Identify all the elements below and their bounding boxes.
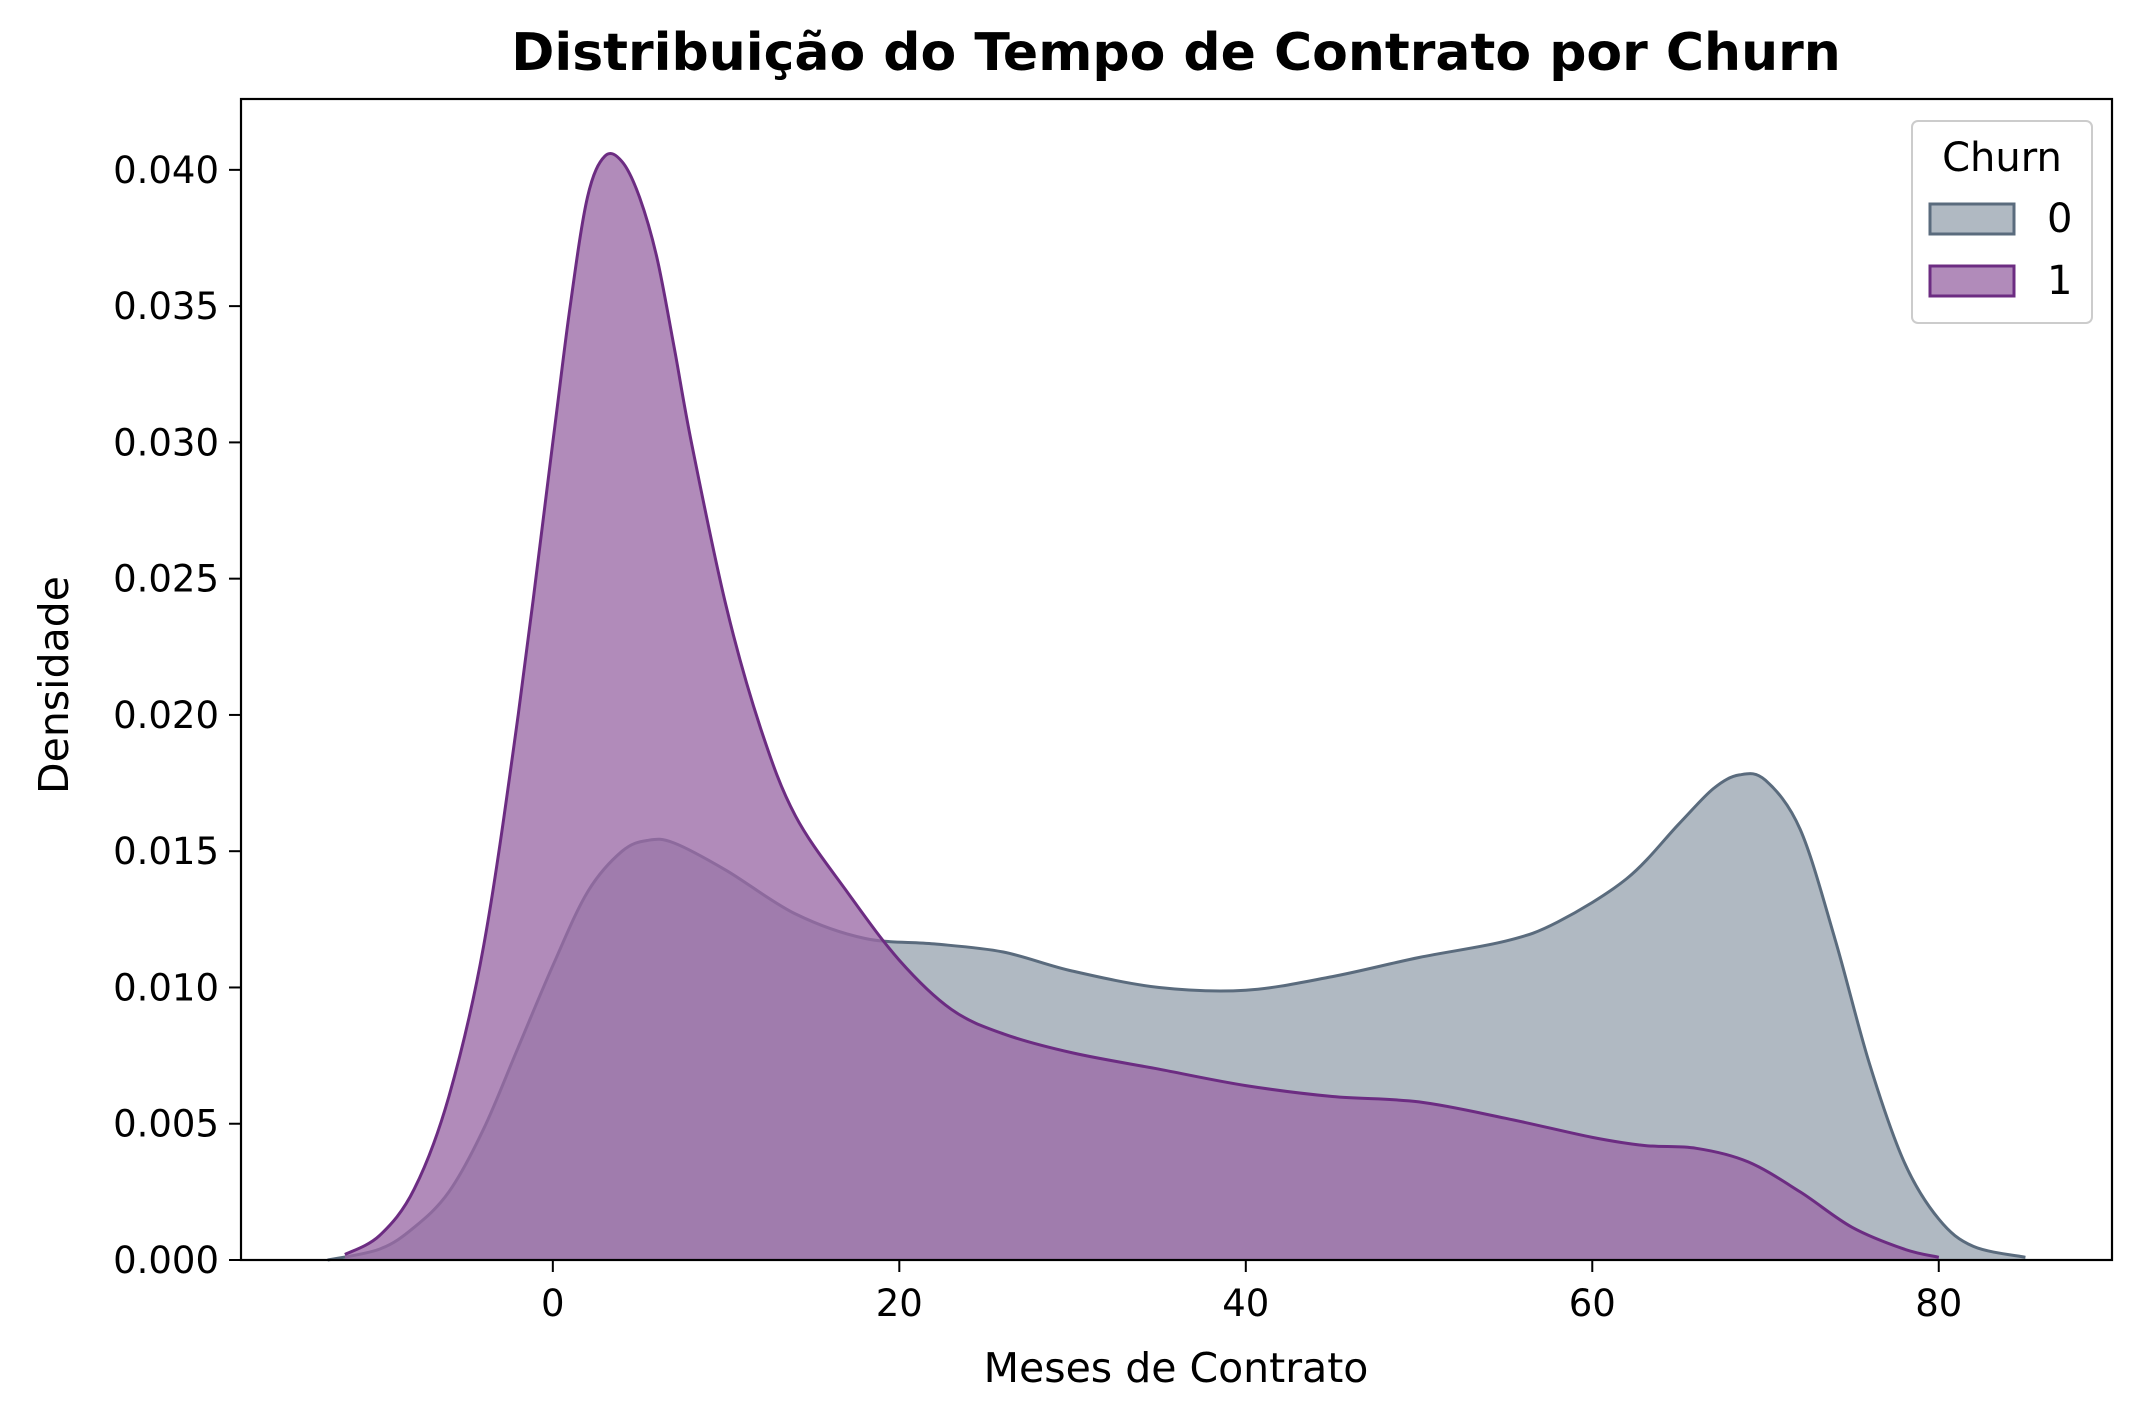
legend: Churn 0 1 [1911, 120, 2093, 324]
x-tick-label: 20 [876, 1282, 923, 1325]
y-tick-label: 0.035 [113, 285, 219, 328]
x-tick-label: 0 [541, 1282, 565, 1325]
legend-swatch-churn-1 [1928, 264, 2016, 298]
legend-swatch-churn-0 [1928, 202, 2016, 236]
y-tick-label: 0.000 [113, 1239, 219, 1282]
axes: 0 20 40 60 80 0.000 0.005 0.010 0.015 0.020 0.025 0… [113, 97, 2114, 1325]
density-area-churn-1 [344, 153, 1939, 1261]
x-tick-label: 80 [1915, 1282, 1962, 1325]
x-tick-label: 40 [1222, 1282, 1269, 1325]
y-tick-label: 0.005 [113, 1103, 219, 1146]
y-tick-label: 0.025 [113, 558, 219, 601]
density-line-churn-1 [344, 152, 1940, 1259]
y-axis-label: Densidade [30, 576, 78, 794]
y-tick-label: 0.040 [113, 149, 219, 192]
y-tick-label: 0.030 [113, 421, 219, 464]
x-tick-label: 60 [1569, 1282, 1616, 1325]
y-tick-label: 0.020 [113, 694, 219, 737]
y-tick-label: 0.015 [113, 830, 219, 873]
plot-area [327, 152, 2026, 1262]
legend-label-churn-0: 0 [2047, 196, 2072, 242]
x-axis-label: Meses de Contrato [984, 1344, 1369, 1392]
chart-title: Distribuição do Tempo de Contrato por Ch… [511, 23, 1841, 83]
legend-label-churn-1: 1 [2047, 258, 2072, 304]
legend-title: Churn [1942, 135, 2062, 181]
plot-frame [239, 97, 2114, 1262]
y-tick-label: 0.010 [113, 966, 219, 1009]
